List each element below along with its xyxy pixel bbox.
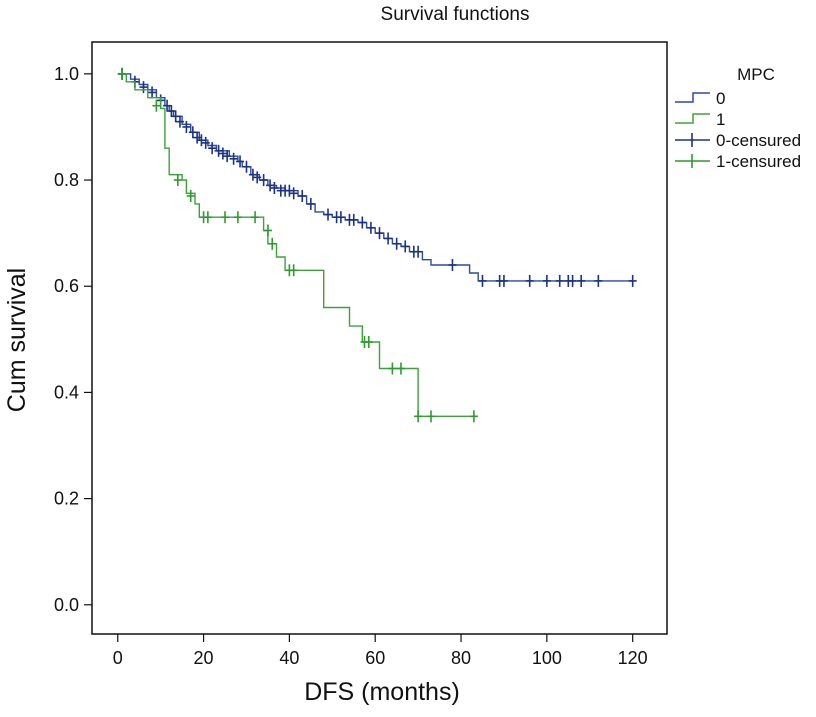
censor-mark-0: [193, 131, 202, 144]
censor-mark-0: [448, 258, 457, 271]
censor-mark-0: [542, 274, 551, 287]
legend-swatch-line: [675, 92, 710, 103]
censor-mark-1: [268, 237, 277, 250]
censor-mark-0: [208, 142, 217, 155]
censor-mark-1: [469, 410, 478, 423]
censor-mark-0: [259, 174, 268, 187]
legend-label: 1: [716, 110, 725, 129]
x-tick-label: 40: [279, 648, 299, 668]
x-tick-label: 0: [113, 648, 123, 668]
censor-mark-0: [525, 274, 534, 287]
censor-mark-0: [248, 168, 257, 181]
censor-mark-0: [594, 274, 603, 287]
censor-mark-0: [289, 187, 298, 200]
censor-mark-0: [163, 99, 172, 112]
y-tick-label: 0.4: [54, 382, 79, 402]
censor-mark-0: [242, 160, 251, 173]
legend-title: MPC: [737, 65, 775, 84]
censor-mark-1: [396, 362, 405, 375]
censor-mark-0: [218, 147, 227, 160]
chart-title: Survival functions: [381, 4, 530, 25]
censor-mark-0: [478, 274, 487, 287]
x-tick-label: 100: [532, 648, 562, 668]
legend-label: 0-censured: [716, 131, 801, 150]
y-axis-label: Cum survival: [3, 268, 31, 412]
censor-mark-0: [197, 134, 206, 147]
censor-mark-0: [182, 120, 191, 133]
censor-mark-0: [336, 211, 345, 224]
x-axis-label: DFS (months): [304, 678, 460, 706]
censor-mark-0: [229, 152, 238, 165]
legend-label: 1-censured: [716, 152, 801, 171]
censor-mark-1: [251, 211, 260, 224]
censor-mark-0: [167, 105, 176, 118]
censor-mark-1: [263, 224, 272, 237]
censor-mark-1: [221, 211, 230, 224]
x-axis: 0 20 40 60 80 100 120: [113, 634, 648, 668]
y-tick-label: 1.0: [54, 64, 79, 84]
censor-mark-0: [392, 237, 401, 250]
y-axis: 0.0 0.2 0.4 0.6 0.8 1.0: [54, 64, 92, 615]
x-tick-label: 80: [451, 648, 471, 668]
censor-mark-0: [253, 171, 262, 184]
censor-mark-0: [555, 274, 564, 287]
censor-mark-0: [298, 189, 307, 202]
y-tick-label: 0.0: [54, 595, 79, 615]
censor-mark-0: [577, 274, 586, 287]
censor-mark-1: [233, 211, 242, 224]
y-tick-label: 0.2: [54, 489, 79, 509]
censor-mark-0: [223, 150, 232, 163]
censor-mark-0: [214, 144, 223, 157]
legend-entry-1: 1: [675, 110, 725, 129]
legend-entry-2: 0-censured: [675, 131, 801, 150]
censor-mark-0: [188, 126, 197, 139]
censor-mark-0: [306, 197, 315, 210]
censor-mark-1: [364, 335, 373, 348]
plot-area-frame: [91, 41, 668, 635]
censor-mark-1: [388, 362, 397, 375]
censor-mark-0: [375, 227, 384, 240]
series-layer: [117, 67, 637, 423]
censor-mark-0: [384, 232, 393, 245]
series-1-line: [117, 73, 474, 417]
censor-mark-1: [186, 189, 195, 202]
y-tick-label: 0.8: [54, 170, 79, 190]
censor-mark-1: [118, 67, 127, 80]
censor-mark-0: [366, 221, 375, 234]
censor-mark-0: [414, 245, 423, 258]
censor-mark-1: [152, 99, 161, 112]
censor-mark-1: [289, 264, 298, 277]
censor-mark-0: [349, 213, 358, 226]
legend: MPC 0 1 0-censured 1-censured: [675, 65, 801, 171]
censor-mark-0: [175, 115, 184, 128]
censor-mark-0: [401, 240, 410, 253]
x-tick-label: 20: [194, 648, 214, 668]
censor-mark-0: [201, 136, 210, 149]
censor-mark-1: [414, 410, 423, 423]
censor-mark-0: [266, 179, 275, 192]
censor-mark-0: [285, 184, 294, 197]
censor-mark-0: [171, 110, 180, 123]
censor-mark-1: [426, 410, 435, 423]
censor-mark-0: [628, 274, 637, 287]
legend-entry-0: 0: [675, 89, 725, 108]
x-tick-label: 60: [365, 648, 385, 668]
censor-mark-0: [139, 81, 148, 94]
x-tick-label: 120: [618, 648, 648, 668]
legend-swatch-line: [675, 113, 710, 124]
series-0-line: [117, 73, 633, 282]
legend-label: 0: [716, 89, 725, 108]
censor-mark-1: [203, 211, 212, 224]
censor-mark-0: [148, 86, 157, 99]
censor-mark-0: [499, 274, 508, 287]
censor-mark-0: [358, 216, 367, 229]
censor-mark-0: [236, 155, 245, 168]
censor-mark-0: [270, 182, 279, 195]
censor-mark-0: [568, 274, 577, 287]
legend-entry-3: 1-censured: [675, 152, 801, 171]
censor-mark-0: [324, 208, 333, 221]
censor-mark-1: [173, 174, 182, 187]
y-tick-label: 0.6: [54, 276, 79, 296]
